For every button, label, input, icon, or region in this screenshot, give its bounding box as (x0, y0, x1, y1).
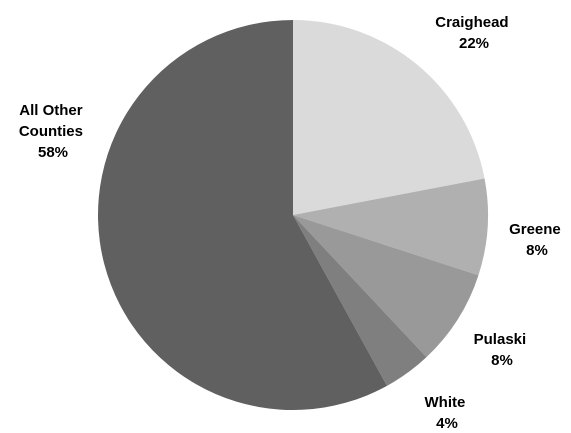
pie-slice-all-other-counties (97, 20, 387, 411)
slice-label-craighead: Craighead 22% (435, 14, 513, 52)
pie-slices (97, 20, 489, 411)
pie-slice-white (293, 215, 427, 386)
slice-label-white: White 4% (425, 394, 470, 432)
slice-label-pulaski: Pulaski 8% (474, 331, 531, 369)
slice-label-greene: Greene 8% (509, 221, 565, 259)
pie-slice-craighead (293, 20, 485, 215)
slice-label-all-other-counties: All Other Counties 58% (19, 102, 87, 161)
pie-slice-pulaski (293, 215, 479, 358)
pie-slice-greene (293, 178, 489, 276)
